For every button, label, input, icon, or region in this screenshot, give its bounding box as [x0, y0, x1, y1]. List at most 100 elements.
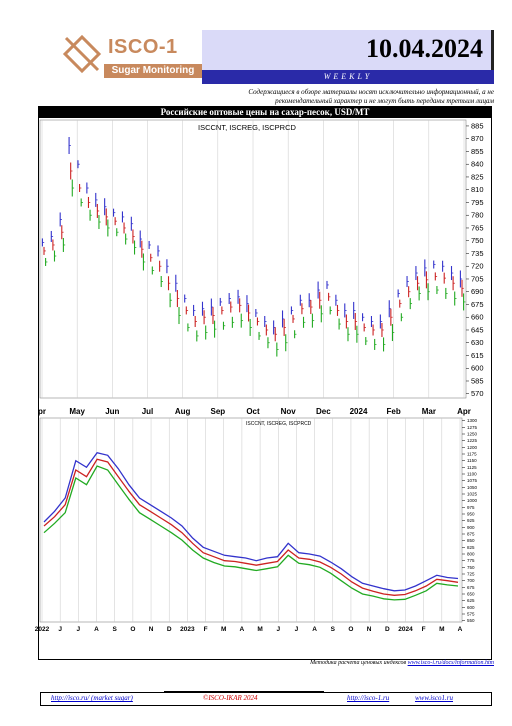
y-tick-label: 870	[471, 134, 484, 143]
y-tick-label: 775	[467, 558, 475, 563]
x-tick-label: Aug	[175, 407, 191, 416]
x-tick-label: O	[348, 626, 353, 633]
y-tick-label: 725	[467, 572, 475, 577]
x-tick-label: Jul	[142, 407, 154, 416]
footnote-link[interactable]: www.isco-i.ru/docs/information.htm	[407, 660, 494, 666]
y-tick-label: 690	[471, 287, 484, 296]
y-tick-label: 1300	[467, 418, 478, 423]
y-tick-label: 825	[471, 172, 484, 181]
footer: http://isco.ru/ (market sugar) ©ISCO-IKA…	[40, 692, 492, 706]
disclaimer: Содержащиеся в обзоре материалы носят ис…	[248, 88, 494, 105]
x-tick-label: F	[422, 626, 426, 633]
y-tick-label: 925	[467, 518, 475, 523]
x-tick-label: M	[257, 626, 262, 633]
weekly-label: WEEKLY	[202, 70, 494, 84]
y-tick-label: 1200	[467, 445, 478, 450]
footer-link-left[interactable]: http://isco.ru/ (market sugar)	[51, 694, 133, 702]
y-tick-label: 575	[467, 612, 475, 617]
y-tick-label: 1250	[467, 432, 478, 437]
y-tick-label: 625	[467, 598, 475, 603]
y-tick-label: 900	[467, 525, 475, 530]
x-tick-label: 2023	[180, 626, 195, 633]
x-tick-label: Apr	[457, 407, 471, 416]
y-tick-label: 720	[471, 262, 484, 271]
x-tick-label: Feb	[387, 407, 401, 416]
y-tick-label: 855	[471, 147, 484, 156]
x-tick-label: 2024	[350, 407, 368, 416]
x-tick-label: F	[204, 626, 208, 633]
series-line-isccnt	[43, 451, 459, 592]
x-tick-label: Mar	[422, 407, 436, 416]
x-tick-label: A	[94, 626, 99, 633]
x-tick-label: N	[149, 626, 154, 633]
y-tick-label: 1000	[467, 498, 478, 503]
legend-text: ISCCNT, ISCREG, ISCPRCD	[198, 123, 297, 132]
y-tick-label: 950	[467, 512, 475, 517]
plot-area	[39, 417, 463, 623]
x-tick-label: J	[58, 626, 62, 633]
y-tick-label: 675	[471, 300, 484, 309]
y-tick-label: 705	[471, 274, 484, 283]
x-tick-label: D	[385, 626, 390, 633]
x-tick-label: S	[331, 626, 336, 633]
x-tick-label: Oct	[246, 407, 260, 416]
chart1-title: Российские оптовые цены на сахар-песок, …	[38, 106, 492, 118]
x-tick-label: S	[113, 626, 118, 633]
logo: ISCO-1 Sugar Monitoring	[56, 30, 202, 86]
y-tick-label: 800	[467, 552, 475, 557]
y-tick-label: 780	[471, 211, 484, 220]
x-tick-label: J	[276, 626, 280, 633]
y-tick-label: 735	[471, 249, 484, 258]
y-tick-label: 850	[467, 538, 475, 543]
logo-diamond-icon	[62, 34, 102, 74]
x-tick-label: Jun	[105, 407, 119, 416]
y-tick-label: 885	[471, 121, 484, 130]
legend-text: ISCCNT, ISCREG, ISCPRCD	[246, 421, 312, 427]
y-tick-label: 1225	[467, 438, 478, 443]
series-line-iscprcd	[43, 465, 459, 601]
x-tick-label: A	[458, 626, 463, 633]
y-tick-label: 1275	[467, 425, 478, 430]
y-tick-label: 615	[471, 351, 484, 360]
y-tick-label: 875	[467, 532, 475, 537]
y-tick-label: 570	[471, 389, 484, 398]
y-tick-label: 1150	[467, 458, 477, 463]
x-tick-label: A	[312, 626, 317, 633]
y-tick-label: 585	[471, 376, 484, 385]
y-tick-label: 795	[471, 198, 484, 207]
logo-title: ISCO-1	[108, 36, 178, 58]
y-tick-label: 765	[471, 223, 484, 232]
date-panel: 10.04.2024	[202, 30, 494, 70]
y-tick-label: 975	[467, 505, 475, 510]
footer-link-right[interactable]: www.isco1.ru	[415, 694, 453, 702]
y-tick-label: 840	[471, 160, 484, 169]
y-tick-label: 660	[471, 313, 484, 322]
y-tick-label: 750	[467, 565, 475, 570]
x-tick-label: N	[367, 626, 372, 633]
footnote-text: Методика расчета ценовых индексов	[310, 660, 407, 666]
x-tick-label: Dec	[316, 407, 331, 416]
x-tick-label: J	[77, 626, 81, 633]
x-tick-label: Nov	[281, 407, 297, 416]
y-tick-label: 550	[467, 618, 475, 623]
y-tick-label: 810	[471, 185, 484, 194]
x-tick-label: O	[130, 626, 135, 633]
x-tick-label: A	[240, 626, 245, 633]
x-tick-label: pr	[38, 407, 46, 416]
x-tick-label: M	[439, 626, 444, 633]
footer-copyright: ©ISCO-IKAR 2024	[203, 694, 258, 702]
footer-link-mid[interactable]: http://isco-1.ru	[347, 694, 390, 702]
y-tick-label: 675	[467, 585, 475, 590]
y-tick-label: 750	[471, 236, 484, 245]
x-tick-label: Sep	[210, 407, 225, 416]
y-tick-label: 600	[467, 605, 475, 610]
logo-subtitle: Sugar Monitoring	[104, 64, 202, 78]
y-tick-label: 1025	[467, 492, 478, 497]
y-tick-label: 600	[471, 364, 484, 373]
y-tick-label: 1175	[467, 452, 477, 457]
footnote: Методика расчета ценовых индексов www.is…	[272, 660, 494, 666]
x-tick-label: M	[221, 626, 226, 633]
y-tick-label: 825	[467, 545, 475, 550]
